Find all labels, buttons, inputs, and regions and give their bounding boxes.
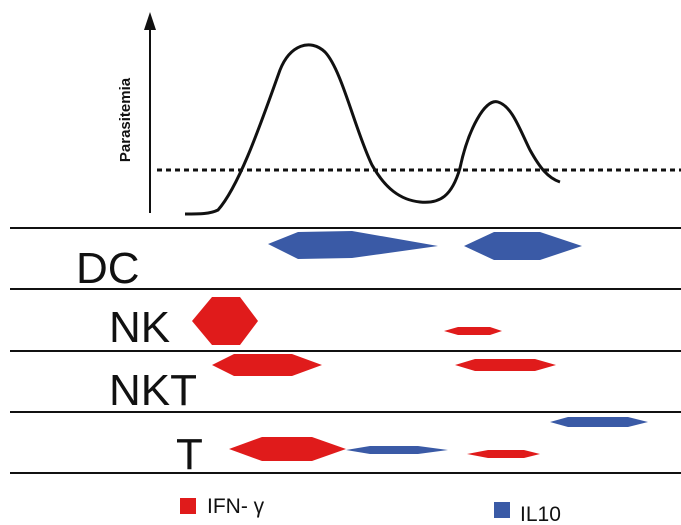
lane-label-dc: DC bbox=[76, 244, 140, 293]
nk-ifn-marker-1 bbox=[192, 297, 258, 345]
nk-ifn-marker-2 bbox=[444, 327, 502, 335]
dc-il10-marker-2 bbox=[464, 232, 582, 260]
lane-label-nk: NK bbox=[109, 303, 170, 352]
lane-label-t: T bbox=[176, 430, 203, 479]
legend-il10-label: IL10 bbox=[520, 503, 561, 525]
y-axis-label: Parasitemia bbox=[117, 77, 134, 162]
legend-ifn-label: IFN- γ bbox=[207, 495, 265, 518]
t-ifn-marker-2 bbox=[467, 450, 540, 458]
t-ifn-marker-1 bbox=[229, 437, 346, 461]
dc-il10-marker-1 bbox=[268, 231, 438, 259]
legend-ifn-swatch bbox=[180, 498, 196, 514]
y-axis bbox=[144, 12, 156, 213]
t-il10-marker-3 bbox=[550, 417, 648, 427]
nkt-ifn-marker-1 bbox=[212, 354, 322, 376]
y-axis-arrowhead bbox=[144, 12, 156, 30]
nkt-ifn-marker-2 bbox=[455, 359, 556, 371]
legend-il10-swatch bbox=[494, 502, 510, 518]
lane-label-nkt: NKT bbox=[109, 366, 197, 415]
parasitemia-curve bbox=[184, 43, 561, 216]
t-il10-marker-1 bbox=[346, 446, 448, 454]
